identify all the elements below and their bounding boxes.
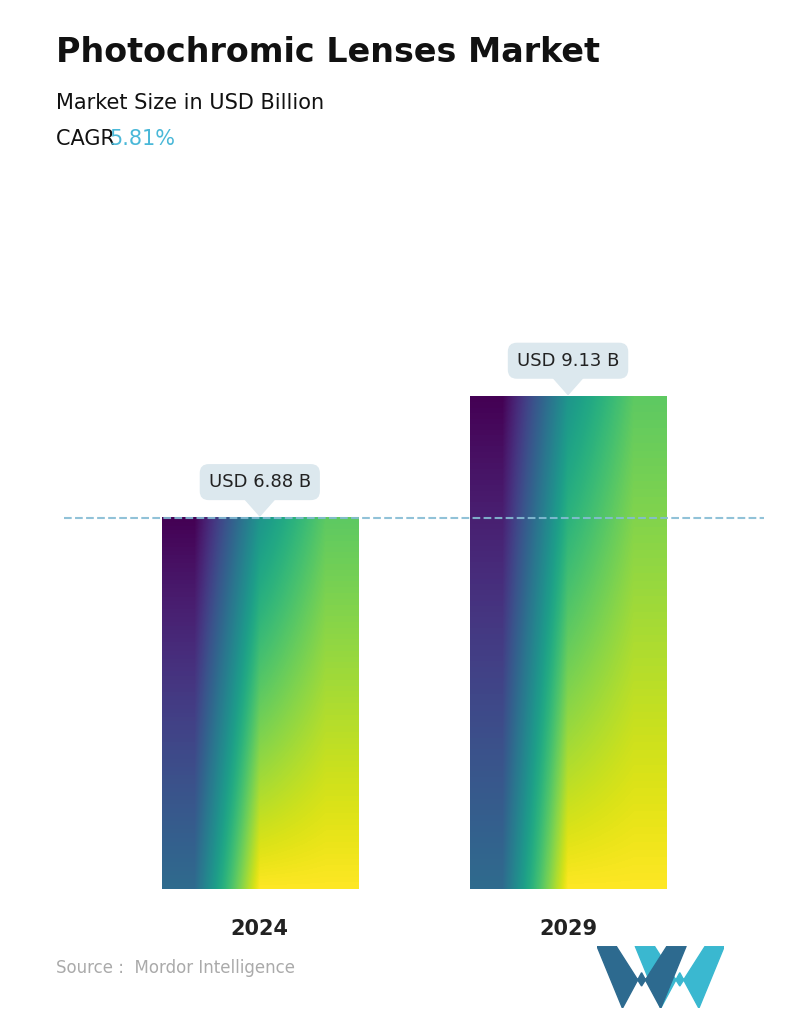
Text: USD 9.13 B: USD 9.13 B xyxy=(517,352,619,370)
Text: CAGR: CAGR xyxy=(56,129,121,149)
Polygon shape xyxy=(547,371,589,395)
Text: Market Size in USD Billion: Market Size in USD Billion xyxy=(56,93,324,113)
Text: Photochromic Lenses Market: Photochromic Lenses Market xyxy=(56,36,599,69)
Text: 5.81%: 5.81% xyxy=(110,129,176,149)
Polygon shape xyxy=(597,946,686,1008)
Text: Source :  Mordor Intelligence: Source : Mordor Intelligence xyxy=(56,960,295,977)
Text: 2029: 2029 xyxy=(539,919,597,939)
Text: USD 6.88 B: USD 6.88 B xyxy=(209,474,311,491)
Polygon shape xyxy=(239,492,281,516)
Polygon shape xyxy=(635,946,724,1008)
Text: 2024: 2024 xyxy=(231,919,289,939)
